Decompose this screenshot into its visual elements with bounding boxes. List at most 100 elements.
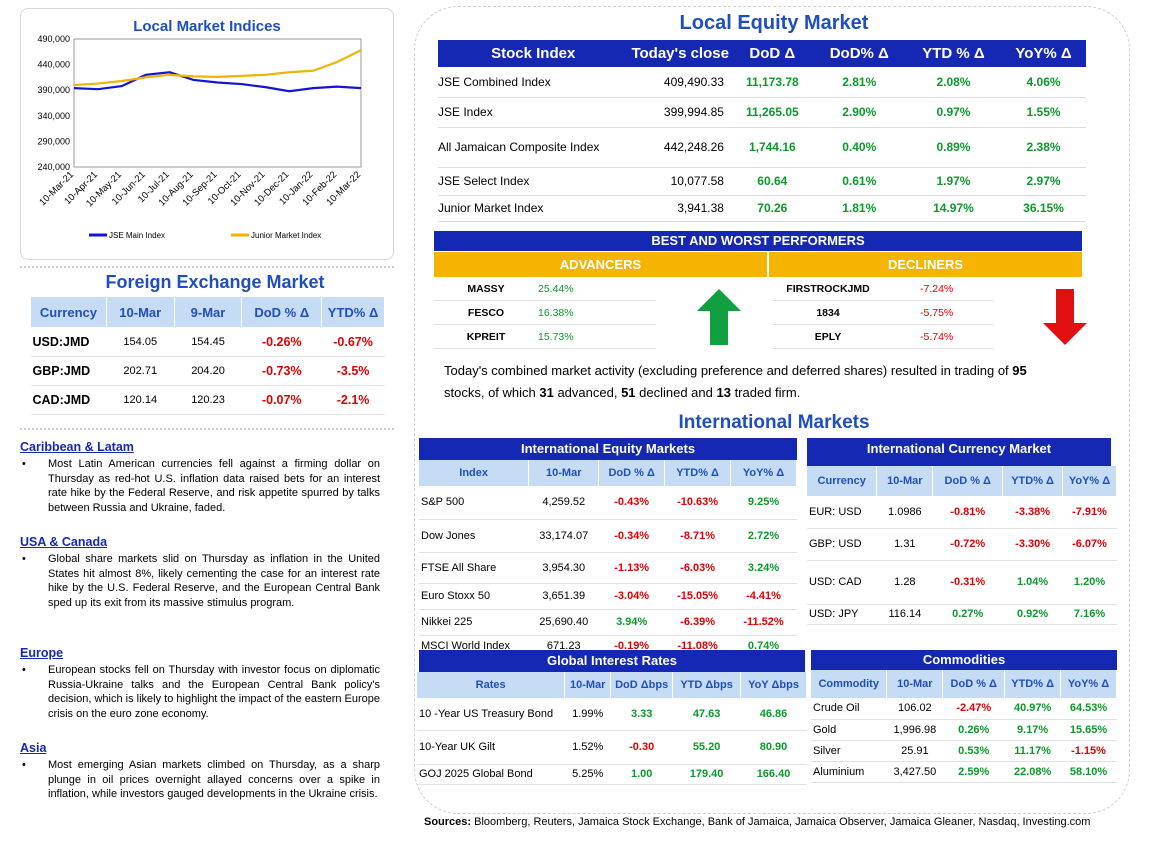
fx-cell: 154.05: [106, 327, 175, 357]
rates-header-cell: DoD Δbps: [610, 672, 674, 698]
equity-cell: 14.97%: [905, 195, 1002, 222]
sources: Sources: Bloomberg, Reuters, Jamaica Sto…: [424, 816, 1144, 828]
commodities-cell: Crude Oil: [811, 698, 887, 720]
equity-row: JSE Index 399,994.85 11,265.05 2.90% 0.97% 1.…: [438, 97, 1086, 128]
rates-header-cell: Rates: [417, 672, 566, 698]
currency-header-cell: Currency: [807, 466, 878, 496]
equity-cell: 442,248.26: [628, 127, 732, 168]
commodities-cell: -2.47%: [942, 698, 1005, 720]
decliner-pct: -5.74%: [920, 330, 954, 343]
down-arrow-icon: [1043, 289, 1087, 345]
rates-cell: GOJ 2025 Global Bond: [417, 764, 565, 785]
news-asia: Asia Most emerging Asian markets climbed…: [20, 741, 380, 802]
fx-cell: 154.45: [174, 327, 242, 357]
rates-cell: 166.40: [740, 764, 807, 785]
commodities-cell: 0.26%: [942, 719, 1005, 741]
fx-cell: 120.14: [106, 385, 175, 415]
fx-cell: -2.1%: [321, 385, 385, 415]
equity-row: JSE Select Index 10,077.58 60.64 0.61% 1.97%…: [438, 167, 1086, 196]
equity-cell: 1.81%: [812, 195, 906, 222]
equity-cell: All Jamaican Composite Index: [438, 127, 629, 168]
equity-cell: 0.89%: [905, 127, 1002, 168]
local-indices-chart: Local Market Indices 490,000 440,000 390,0…: [20, 8, 394, 260]
performers-title: BEST AND WORST PERFORMERS: [434, 231, 1082, 251]
equity-cell: Junior Market Index: [438, 195, 629, 222]
commodities-row: Silver 25.91 0.53% 11.17% -1.15%: [811, 740, 1117, 762]
decliner-pct: -7.24%: [920, 282, 954, 295]
equity-header-cell: YoY% Δ: [730, 460, 797, 486]
equity-cell: -6.39%: [664, 609, 731, 636]
summary-text: declined and: [635, 385, 717, 400]
decliner-name: 1834: [816, 306, 840, 319]
currency-cell: 116.14: [876, 604, 933, 625]
equity-cell: 1.97%: [905, 167, 1002, 196]
plot-frame: [73, 38, 362, 168]
fx-cell: USD:JMD: [30, 327, 107, 357]
currency-cell: GBP: USD: [807, 528, 877, 561]
rates-cell: 5.25%: [564, 764, 611, 785]
equity-row: S&P 500 4,259.52 -0.43% -10.63% 9.25%: [419, 486, 797, 520]
advancer-row: FESCO 16.38%: [434, 301, 656, 325]
summary-text: traded firm.: [730, 385, 801, 400]
currency-cell: 0.92%: [1002, 604, 1063, 625]
fx-header-cell: DoD % Δ: [241, 296, 323, 328]
advancer-name: FESCO: [467, 306, 505, 319]
equity-cell: 2.97%: [1001, 167, 1086, 196]
commodities-cell: 58.10%: [1060, 761, 1117, 783]
equity-cell: 3,941.38: [628, 195, 732, 222]
fx-row: CAD:JMD 120.14 120.23 -0.07% -2.1%: [30, 385, 385, 415]
commodities-table: Commodity 10-Mar DoD % Δ YTD% Δ YoY% Δ Crude …: [811, 670, 1117, 783]
commodities-cell: 1,996.98: [886, 719, 943, 741]
equity-cell: Dow Jones: [419, 519, 529, 553]
equity-cell: 3,651.39: [528, 583, 599, 610]
fx-cell: -0.07%: [241, 385, 322, 415]
news-europe: Europe European stocks fell on Thursday …: [20, 646, 380, 721]
y-tick-label: 340,000: [37, 111, 70, 121]
commodities-cell: -1.15%: [1060, 740, 1117, 762]
fx-header-cell: 10-Mar: [105, 296, 175, 328]
currency-cell: 1.20%: [1062, 560, 1117, 605]
decliners-list: FIRSTROCKJMD -7.24% 1834 -5.75% EPLY -5.74%: [772, 277, 994, 349]
y-tick-label: 390,000: [37, 85, 70, 95]
equity-cell: 0.40%: [812, 127, 906, 168]
advancer-row: KPREIT 15.73%: [434, 325, 656, 349]
currency-cell: USD: CAD: [807, 560, 877, 605]
equity-cell: -3.04%: [598, 583, 665, 610]
fx-row: USD:JMD 154.05 154.45 -0.26% -0.67%: [30, 327, 385, 357]
rates-cell: 55.20: [672, 730, 741, 765]
rates-row: 10 -Year US Treasury Bond 1.99% 3.33 47.63 4…: [417, 698, 807, 731]
currency-cell: -6.07%: [1062, 528, 1117, 561]
equity-cell: -8.71%: [664, 519, 731, 553]
rates-cell: 46.86: [740, 698, 807, 731]
decliners-header: DECLINERS: [769, 252, 1082, 277]
rates-cell: 1.52%: [564, 730, 611, 765]
equity-cell: S&P 500: [419, 486, 529, 520]
equity-header-cell: YTD % Δ: [905, 40, 1002, 67]
equity-cell: 2.72%: [730, 519, 797, 553]
currency-cell: -3.38%: [1002, 496, 1063, 529]
currency-row: EUR: USD 1.0986 -0.81% -3.38% -7.91%: [807, 496, 1117, 529]
rates-cell: 179.40: [672, 764, 741, 785]
fx-header-cell: 9-Mar: [173, 296, 243, 328]
equity-cell: -0.34%: [598, 519, 665, 553]
commodities-row: Gold 1,996.98 0.26% 9.17% 15.65%: [811, 719, 1117, 741]
currency-cell: -3.30%: [1002, 528, 1063, 561]
currency-cell: 1.0986: [876, 496, 933, 529]
currency-cell: 1.28: [876, 560, 933, 605]
commodities-row: Crude Oil 106.02 -2.47% 40.97% 64.53%: [811, 698, 1117, 720]
decliner-name: EPLY: [814, 330, 842, 343]
equity-cell: 2.81%: [812, 67, 906, 98]
equity-cell: 2.90%: [812, 97, 906, 128]
news-heading: Europe: [20, 646, 64, 660]
up-arrow-icon: [697, 289, 741, 345]
currency-row: USD: CAD 1.28 -0.31% 1.04% 1.20%: [807, 560, 1117, 605]
rates-cell: 1.00: [610, 764, 673, 785]
rates-cell: 3.33: [610, 698, 673, 731]
legend-label-main: JSE Main Index: [109, 231, 165, 240]
commodities-header-cell: YTD% Δ: [1004, 670, 1062, 698]
commodities-cell: 3,427.50: [886, 761, 943, 783]
decliner-row: FIRSTROCKJMD -7.24%: [772, 277, 994, 301]
equity-cell: -0.43%: [598, 486, 665, 520]
fx-table: Currency 10-Mar 9-Mar DoD % Δ YTD% Δ USD:JMD…: [30, 296, 385, 415]
currency-header-cell: YoY% Δ: [1062, 466, 1117, 496]
